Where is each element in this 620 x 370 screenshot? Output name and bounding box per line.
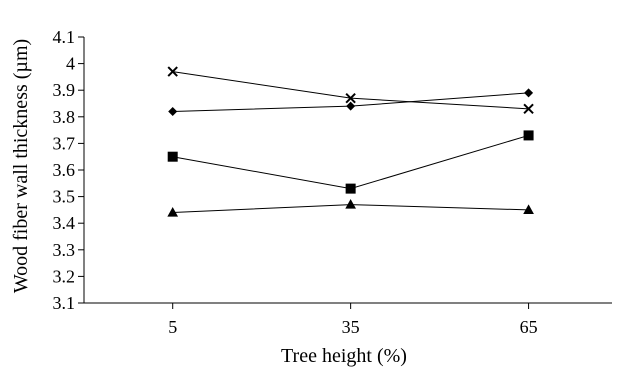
y-tick-label: 3.3 [53, 240, 76, 260]
data-point-diamond [346, 101, 356, 111]
y-tick-label: 3.5 [53, 187, 76, 207]
x-axis-title: Tree height (%) [281, 345, 407, 367]
y-tick-label: 4 [66, 54, 75, 74]
series-diamond [168, 88, 534, 116]
data-point-diamond [524, 88, 534, 98]
series-square [167, 130, 534, 194]
series-line [172, 134, 529, 190]
y-tick-label: 3.9 [53, 80, 76, 100]
series-triangle [167, 199, 534, 217]
y-axis-ticks: 3.1 3.2 3.3 3.4 3.5 3.6 3.7 3.8 3.9 4 4.1 [53, 27, 84, 313]
data-point-cross [345, 92, 356, 104]
series-cross [167, 66, 534, 115]
y-tick-label: 3.6 [53, 160, 76, 180]
x-tick-label: 65 [520, 317, 538, 337]
data-point-cross [167, 66, 178, 77]
x-tick-label: 35 [342, 317, 360, 337]
y-tick-label: 3.4 [53, 213, 76, 233]
y-tick-label: 3.8 [53, 107, 76, 127]
y-axis-title: Wood fiber wall thickness (µm) [10, 39, 32, 293]
y-tick-label: 3.2 [53, 266, 76, 286]
data-point-diamond [168, 106, 178, 116]
series-layer [167, 66, 534, 217]
x-tick-label: 5 [168, 317, 177, 337]
y-tick-label: 4.1 [53, 27, 76, 47]
data-point-square [167, 151, 178, 162]
y-tick-label: 3.7 [53, 133, 76, 153]
data-point-cross [523, 103, 534, 115]
data-point-triangle [523, 204, 534, 214]
chart-axes [83, 37, 612, 304]
data-point-triangle [167, 207, 179, 217]
y-tick-label: 3.1 [53, 293, 76, 313]
x-axis-ticks: 5 35 65 [168, 303, 538, 337]
data-point-square [345, 183, 356, 194]
data-point-triangle [345, 199, 356, 209]
data-point-square [523, 130, 534, 141]
